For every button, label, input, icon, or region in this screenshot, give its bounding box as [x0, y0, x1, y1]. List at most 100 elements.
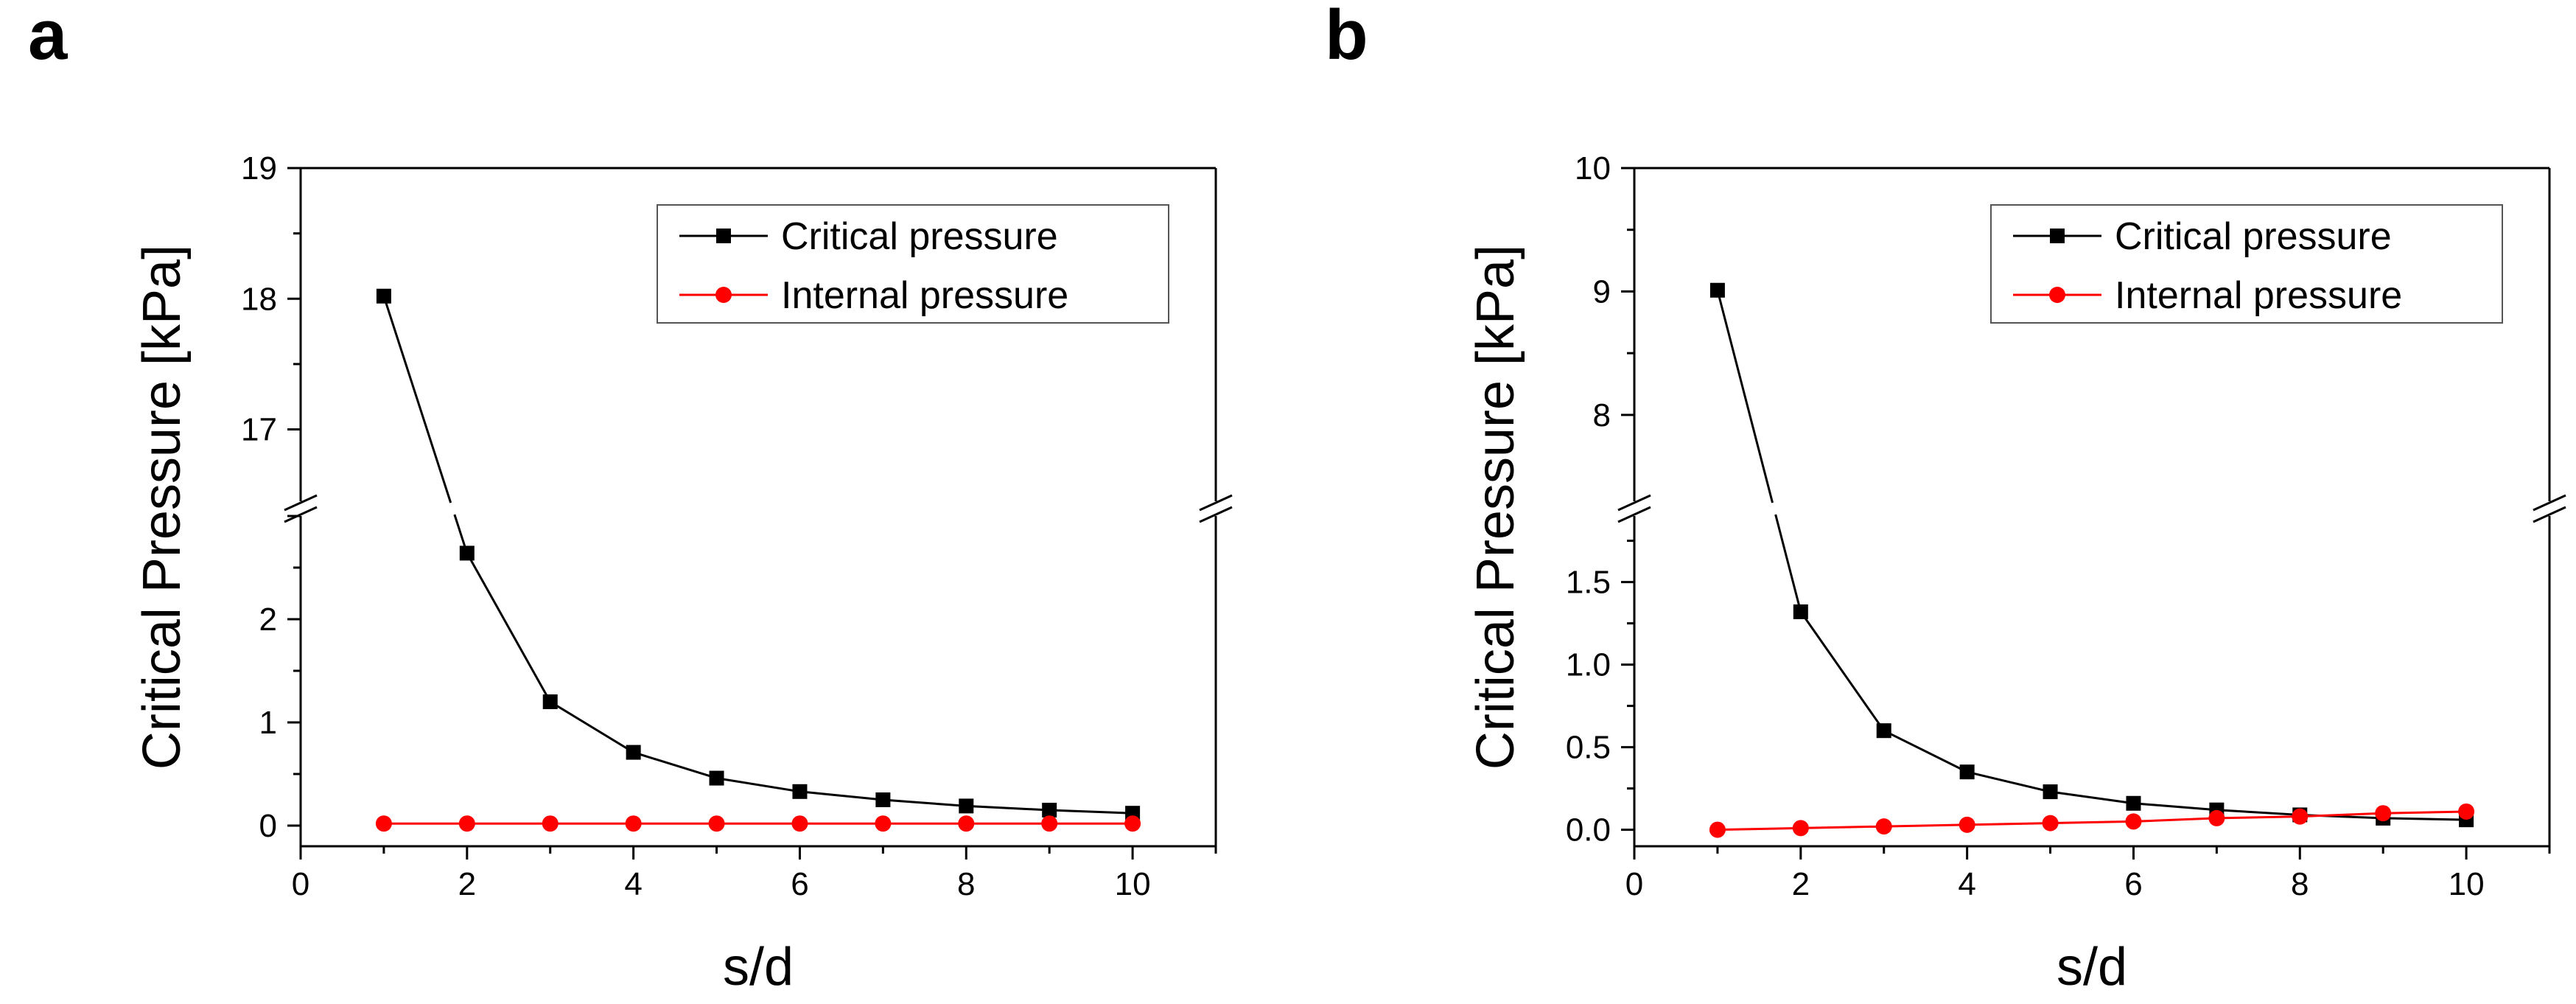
series-line-segment	[2383, 810, 2467, 815]
axis-break-mark	[2533, 506, 2566, 523]
data-point	[1042, 803, 1057, 818]
x-tick-label: 0	[1625, 866, 1643, 902]
data-point	[2042, 815, 2059, 832]
axis-break-mark	[1617, 506, 1651, 523]
data-point	[1709, 282, 1725, 298]
series-line-segment	[1799, 611, 1885, 732]
series-line-segment	[2050, 820, 2134, 825]
y-tick-label: 0	[259, 808, 277, 844]
y-tick-label: 8	[1593, 397, 1611, 433]
series-internal-pressure	[1709, 803, 2475, 838]
series-line-segment	[966, 804, 1050, 812]
y-tick-label: 2	[259, 602, 277, 638]
data-point	[1875, 818, 1892, 835]
series-critical-pressure	[1709, 282, 2474, 828]
x-tick-label: 0	[292, 866, 309, 902]
legend: Critical pressure Internal pressure	[657, 204, 1169, 324]
y-tick-label: 1	[259, 705, 277, 741]
x-axis-title: s/d	[723, 938, 794, 997]
data-point	[791, 815, 808, 832]
data-point	[2125, 813, 2142, 830]
data-point	[1876, 723, 1891, 739]
legend-box	[657, 204, 1169, 324]
x-tick-label: 8	[2291, 866, 2309, 902]
axis-break-mark	[1199, 506, 1233, 523]
y-tick-label: 9	[1593, 273, 1611, 310]
data-point	[875, 792, 891, 807]
y-tick-label: 19	[241, 150, 277, 186]
data-point	[1124, 815, 1141, 832]
series-line-segment	[2383, 817, 2467, 821]
data-point	[625, 815, 642, 832]
y-tick-label: 18	[241, 281, 277, 317]
data-point	[459, 545, 475, 561]
x-tick-label: 8	[957, 866, 975, 902]
x-tick-label: 6	[2124, 866, 2142, 902]
data-point	[1041, 815, 1058, 832]
series-line-segment	[1717, 826, 1801, 832]
axis-break-mark	[284, 506, 318, 523]
series-line-segment	[1883, 823, 1967, 828]
data-point	[2208, 809, 2225, 826]
x-tick-label: 6	[791, 866, 808, 902]
x-axis-title: s/d	[2057, 938, 2127, 997]
series-line-segment	[2050, 790, 2134, 805]
series-line-segment	[2216, 809, 2300, 816]
legend-label: Internal pressure	[781, 274, 1068, 317]
axis-break-mark	[284, 494, 318, 512]
data-point	[626, 745, 641, 760]
data-point	[542, 815, 559, 832]
data-point	[792, 784, 808, 799]
data-point	[375, 815, 392, 832]
legend-label: Critical pressure	[781, 215, 1058, 258]
series-line-segment	[1049, 809, 1133, 815]
series-line-segment	[2300, 812, 2384, 818]
panel-label-a: a	[28, 0, 68, 74]
y-tick-label: 10	[1575, 150, 1611, 186]
series-internal-pressure	[375, 815, 1141, 832]
axis-break-mark	[2533, 494, 2566, 512]
data-point	[708, 815, 725, 832]
x-tick-label: 10	[2449, 866, 2485, 902]
series-line-segment	[1967, 770, 2051, 793]
data-point	[1792, 820, 1809, 837]
x-tick-label: 4	[1958, 866, 1975, 902]
series-line-segment	[549, 700, 634, 753]
series-critical-pressure	[376, 288, 1141, 821]
y-tick-label: 1.0	[1566, 647, 1611, 683]
y-tick-label: 0.0	[1566, 812, 1611, 848]
y-axis-title: Critical Pressure [kPa]	[133, 245, 192, 770]
data-point	[458, 815, 475, 832]
y-tick-label: 0.5	[1566, 730, 1611, 766]
data-point	[2292, 808, 2309, 825]
x-tick-label: 2	[1792, 866, 1810, 902]
legend-marker	[2049, 287, 2065, 303]
panel-label-b: b	[1325, 0, 1368, 74]
x-tick-label: 4	[624, 866, 642, 902]
legend-marker	[715, 287, 732, 303]
legend-label: Critical pressure	[2115, 215, 2392, 258]
legend-marker	[716, 229, 731, 243]
series-line-segment	[1967, 822, 2051, 826]
data-point	[959, 798, 974, 814]
series-line-segment	[1800, 825, 1884, 829]
series-line-segment	[716, 777, 800, 793]
legend-label: Internal pressure	[2115, 274, 2402, 317]
data-point	[542, 694, 558, 709]
y-axis-title: Critical Pressure [kPa]	[1466, 245, 1525, 770]
data-point	[1709, 821, 1726, 838]
data-point	[1793, 604, 1808, 619]
series-line-segment	[633, 751, 717, 780]
series-line-segment	[2216, 815, 2300, 820]
series-line-segment	[2133, 802, 2217, 812]
series-line-segment	[1774, 514, 1802, 613]
data-point	[2126, 795, 2141, 811]
axis-break-mark	[1617, 494, 1651, 512]
x-tick-label: 10	[1115, 866, 1151, 902]
y-tick-label: 1.5	[1566, 565, 1611, 601]
data-point	[1959, 764, 1975, 780]
data-point	[875, 815, 892, 832]
data-point	[958, 815, 975, 832]
chart-panel-a: 0 2 4 6 8 10 0 1 2 17 18 19 s/d Critical Pressure [kP…	[133, 150, 1233, 997]
